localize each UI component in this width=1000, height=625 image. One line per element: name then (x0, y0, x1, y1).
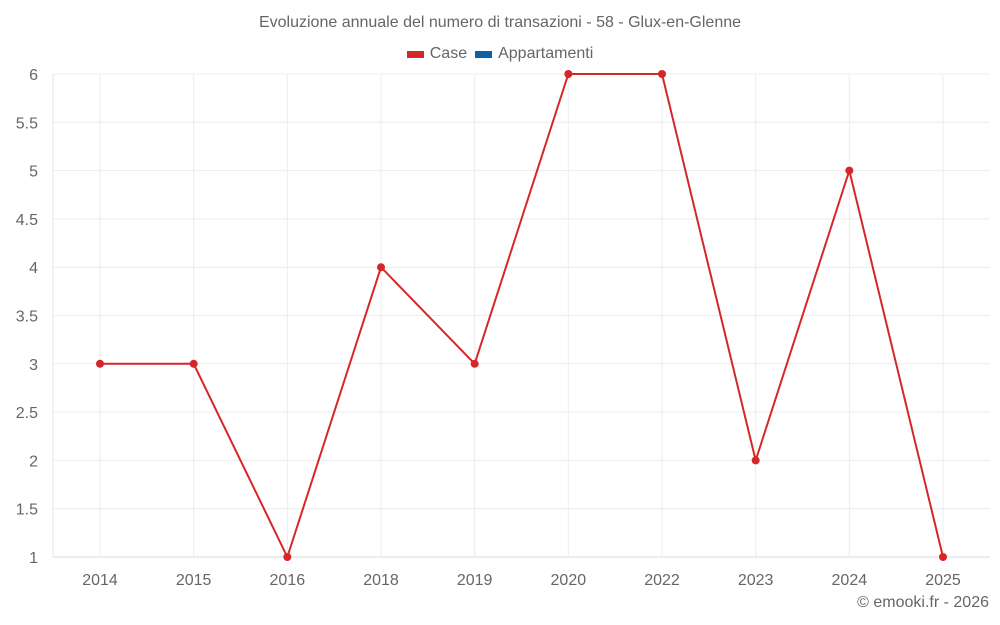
y-tick-label: 1 (29, 550, 38, 567)
y-tick-label: 3 (29, 357, 38, 374)
x-tick-label: 2019 (457, 572, 493, 589)
y-tick-label: 1.5 (16, 502, 38, 519)
data-point (845, 166, 854, 175)
data-point (189, 359, 198, 368)
y-tick-label: 3.5 (16, 309, 38, 326)
x-tick-label: 2022 (644, 572, 680, 589)
y-tick-label: 5.5 (16, 115, 38, 132)
data-point (283, 553, 292, 561)
x-tick-label: 2024 (832, 572, 868, 589)
x-tick-label: 2020 (551, 572, 587, 589)
data-point (939, 553, 947, 561)
data-point (564, 70, 573, 78)
y-tick-label: 5 (29, 164, 38, 181)
data-point (658, 70, 666, 78)
y-tick-label: 2.5 (16, 405, 38, 422)
chart-title: Evoluzione annuale del numero di transaz… (258, 14, 742, 31)
data-point (470, 359, 479, 368)
series-line-case (100, 73, 944, 558)
legend-item-case[interactable]: Case (406, 45, 468, 63)
x-tick-label: 2023 (738, 572, 774, 589)
y-tick-label: 2 (29, 453, 38, 470)
data-point (377, 263, 385, 272)
y-tick-label: 6 (29, 67, 38, 84)
legend-item-appartamenti[interactable]: Appartamenti (475, 45, 593, 63)
legend-swatch-case (406, 50, 424, 58)
chart-legend: Case Appartamenti (0, 45, 1000, 63)
y-tick-label: 4 (29, 260, 38, 277)
data-point (751, 456, 760, 465)
legend-swatch-appartamenti (475, 50, 493, 58)
y-tick-label: 4.5 (16, 212, 38, 229)
x-tick-label: 2025 (925, 572, 961, 589)
legend-label-appartamenti: Appartamenti (498, 45, 594, 62)
x-tick-label: 2016 (270, 572, 306, 589)
x-tick-label: 2014 (82, 572, 118, 589)
copyright-credit: © emooki.fr - 2026 (857, 594, 989, 611)
data-point (96, 359, 104, 368)
x-tick-label: 2015 (176, 572, 212, 589)
x-tick-label: 2018 (363, 572, 399, 589)
legend-label-case: Case (429, 45, 468, 62)
